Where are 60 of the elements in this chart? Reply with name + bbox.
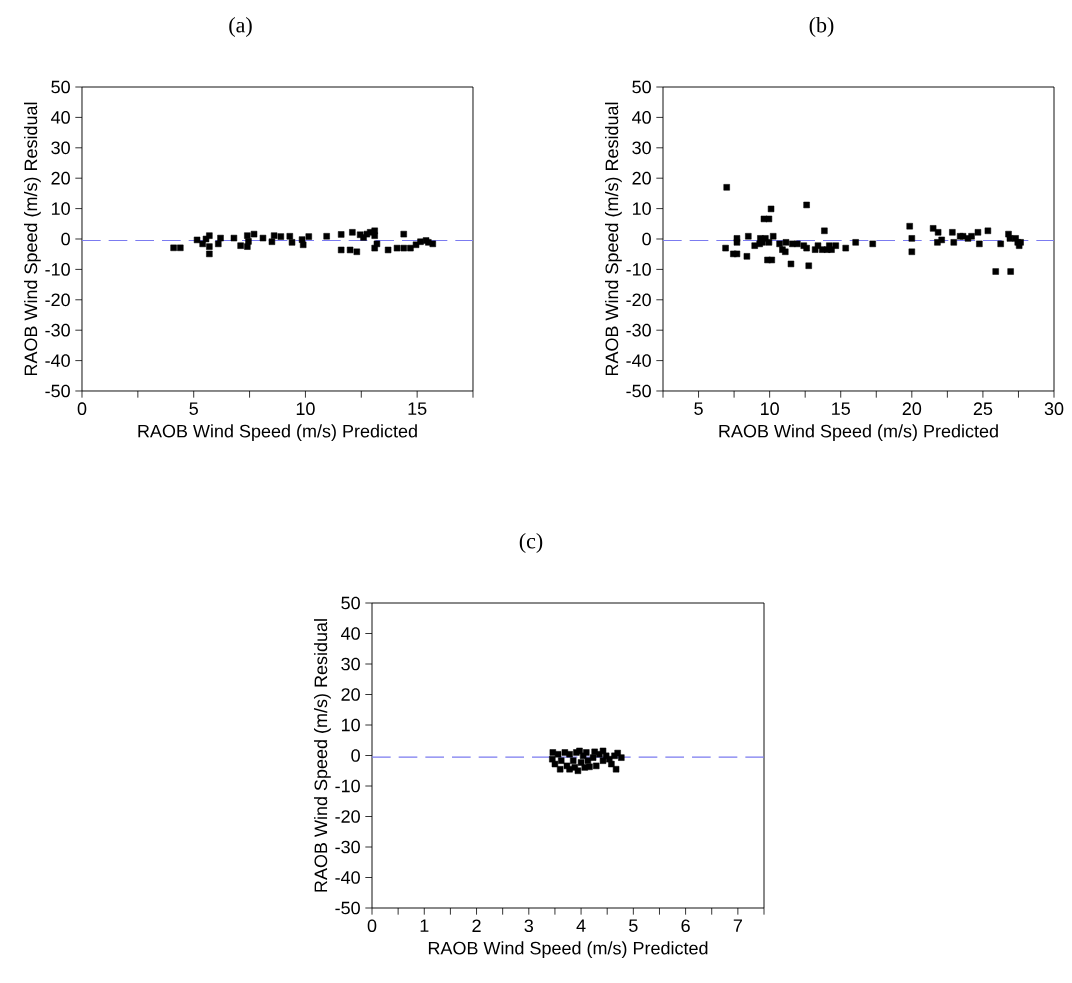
x-tick-label: 0 <box>77 402 87 416</box>
y-tick-label: 40 <box>341 627 360 640</box>
x-tick-label: 10 <box>761 402 779 416</box>
y-tick-label: 20 <box>51 171 70 185</box>
y-tick-label: 10 <box>632 202 651 215</box>
y-tick-label: -20 <box>335 810 360 823</box>
x-tick-label: 1 <box>420 919 429 932</box>
y-tick-label: -10 <box>335 779 360 793</box>
y-tick-label: 10 <box>341 718 360 732</box>
y-axis-title: RAOB Wind Speed (m/s) Residual <box>605 102 622 376</box>
y-tick-label: -50 <box>45 384 70 398</box>
x-tick-label: 25 <box>973 402 993 416</box>
y-tick-label: -30 <box>335 840 360 854</box>
x-tick-label: 2 <box>472 919 481 932</box>
y-tick-label: 0 <box>351 749 360 762</box>
y-tick-label: -40 <box>335 871 360 884</box>
x-tick-label: 30 <box>1044 402 1064 416</box>
y-tick-label: 50 <box>341 596 360 610</box>
chart-title: (b) <box>809 17 834 37</box>
x-tick-label: 20 <box>902 402 922 416</box>
y-tick-label: 0 <box>61 232 70 246</box>
y-tick-label: -10 <box>626 263 651 276</box>
y-tick-label: 50 <box>632 80 651 94</box>
y-tick-label: -20 <box>626 293 651 307</box>
x-tick-label: 15 <box>832 402 850 415</box>
x-tick-label: 15 <box>408 402 427 415</box>
y-tick-label: -30 <box>626 323 651 337</box>
x-tick-label: 6 <box>681 919 690 933</box>
y-tick-label: 30 <box>341 657 360 671</box>
x-axis-title: RAOB Wind Speed (m/s) Predicted <box>138 424 417 442</box>
y-tick-label: 20 <box>341 688 360 701</box>
y-tick-label: 20 <box>632 171 651 185</box>
y-tick-label: 30 <box>632 141 651 155</box>
x-axis-title: RAOB Wind Speed (m/s) Predicted <box>719 424 998 442</box>
x-tick-label: 4 <box>576 919 586 932</box>
chart-title: (a) <box>229 17 252 37</box>
y-tick-label: -30 <box>45 323 70 337</box>
y-tick-label: 50 <box>51 80 70 94</box>
y-tick-label: -10 <box>45 263 70 276</box>
y-tick-label: 40 <box>51 111 70 124</box>
y-tick-label: -40 <box>45 354 70 367</box>
x-tick-label: 0 <box>367 919 377 933</box>
y-tick-label: -40 <box>626 354 651 367</box>
y-tick-label: -50 <box>335 901 360 915</box>
y-tick-label: 30 <box>51 141 70 155</box>
y-axis-title: RAOB Wind Speed (m/s) Residual <box>24 102 41 376</box>
y-tick-label: -50 <box>626 384 651 398</box>
x-tick-label: 7 <box>733 919 742 932</box>
x-tick-label: 10 <box>296 402 315 416</box>
y-tick-label: 10 <box>51 202 70 215</box>
y-axis-title: RAOB Wind Speed (m/s) Residual <box>314 619 331 892</box>
y-tick-label: 0 <box>642 232 651 246</box>
chart-title: (c) <box>519 533 543 553</box>
y-tick-label: 40 <box>632 111 651 124</box>
x-tick-label: 5 <box>694 402 703 415</box>
x-tick-label: 5 <box>189 402 198 415</box>
x-axis-title: RAOB Wind Speed (m/s) Predicted <box>428 941 708 959</box>
y-tick-label: -20 <box>45 293 70 307</box>
x-tick-label: 3 <box>524 919 534 933</box>
x-tick-label: 5 <box>629 919 638 932</box>
